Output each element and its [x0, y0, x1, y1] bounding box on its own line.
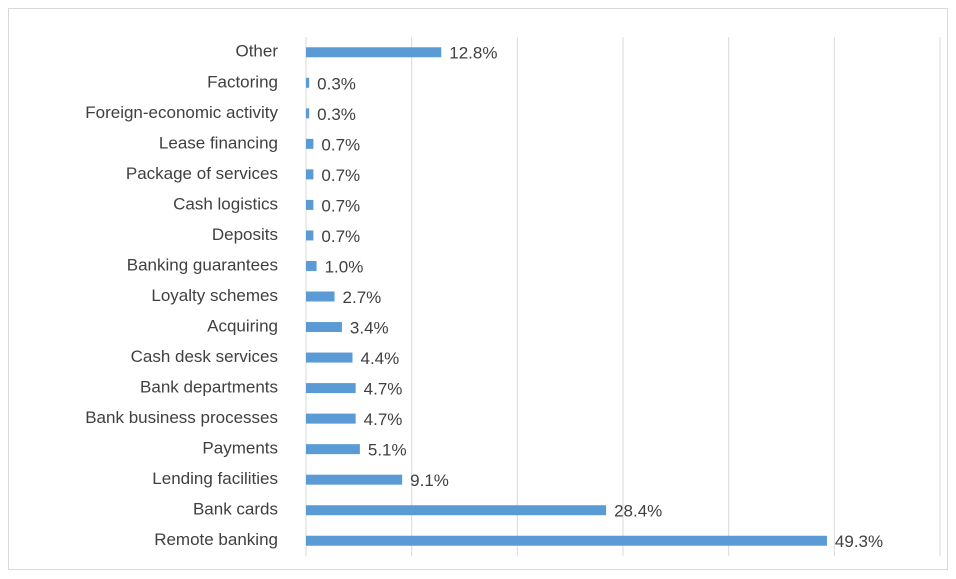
y-tick-label: Payments: [202, 439, 278, 458]
y-tick-label: Bank cards: [193, 500, 278, 519]
data-label: 9.1%: [410, 471, 449, 490]
y-tick-label: Lending facilities: [152, 469, 278, 488]
y-tick-label: Loyalty schemes: [151, 286, 278, 305]
data-label: 0.7%: [321, 166, 360, 185]
data-label: 12.8%: [449, 44, 497, 63]
data-label: 28.4%: [614, 502, 662, 521]
y-tick-label: Cash desk services: [131, 347, 278, 366]
y-tick-label: Bank departments: [140, 378, 278, 397]
y-tick-label: Banking guarantees: [127, 255, 278, 274]
bar: [306, 383, 356, 394]
data-label: 1.0%: [325, 257, 364, 276]
bar: [306, 535, 827, 546]
y-tick-label: Foreign-economic activity: [85, 103, 278, 122]
bar: [306, 47, 442, 58]
data-label: 3.4%: [350, 319, 389, 338]
bar: [306, 138, 314, 149]
bar: [306, 77, 310, 88]
bar: [306, 260, 317, 271]
bar: [306, 352, 353, 363]
data-label: 4.7%: [364, 410, 403, 429]
data-label: 2.7%: [343, 288, 382, 307]
bar: [306, 199, 314, 210]
bar: [306, 291, 335, 302]
bar: [306, 230, 314, 241]
data-label: 0.3%: [317, 74, 356, 93]
y-tick-label: Acquiring: [207, 317, 278, 336]
data-label: 0.7%: [321, 135, 360, 154]
bar: [306, 169, 314, 180]
data-label: 0.3%: [317, 105, 356, 124]
bar: [306, 322, 342, 333]
data-label: 0.7%: [321, 227, 360, 246]
data-label: 4.7%: [364, 380, 403, 399]
y-tick-label: Factoring: [207, 72, 278, 91]
data-label: 4.4%: [360, 349, 399, 368]
y-tick-label: Other: [235, 42, 278, 61]
y-tick-label: Cash logistics: [173, 194, 278, 213]
bar: [306, 413, 356, 424]
y-tick-label: Lease financing: [159, 133, 278, 152]
bar: [306, 444, 360, 455]
bar: [306, 474, 403, 485]
y-tick-label: Bank business processes: [85, 408, 278, 427]
data-label: 49.3%: [835, 532, 883, 551]
y-tick-label: Package of services: [126, 164, 278, 183]
y-tick-label: Deposits: [212, 225, 278, 244]
bar: [306, 108, 310, 119]
chart-border: [8, 8, 948, 570]
data-label: 5.1%: [368, 441, 407, 460]
data-label: 0.7%: [321, 196, 360, 215]
bar: [306, 505, 607, 516]
y-tick-label: Remote banking: [154, 530, 278, 549]
